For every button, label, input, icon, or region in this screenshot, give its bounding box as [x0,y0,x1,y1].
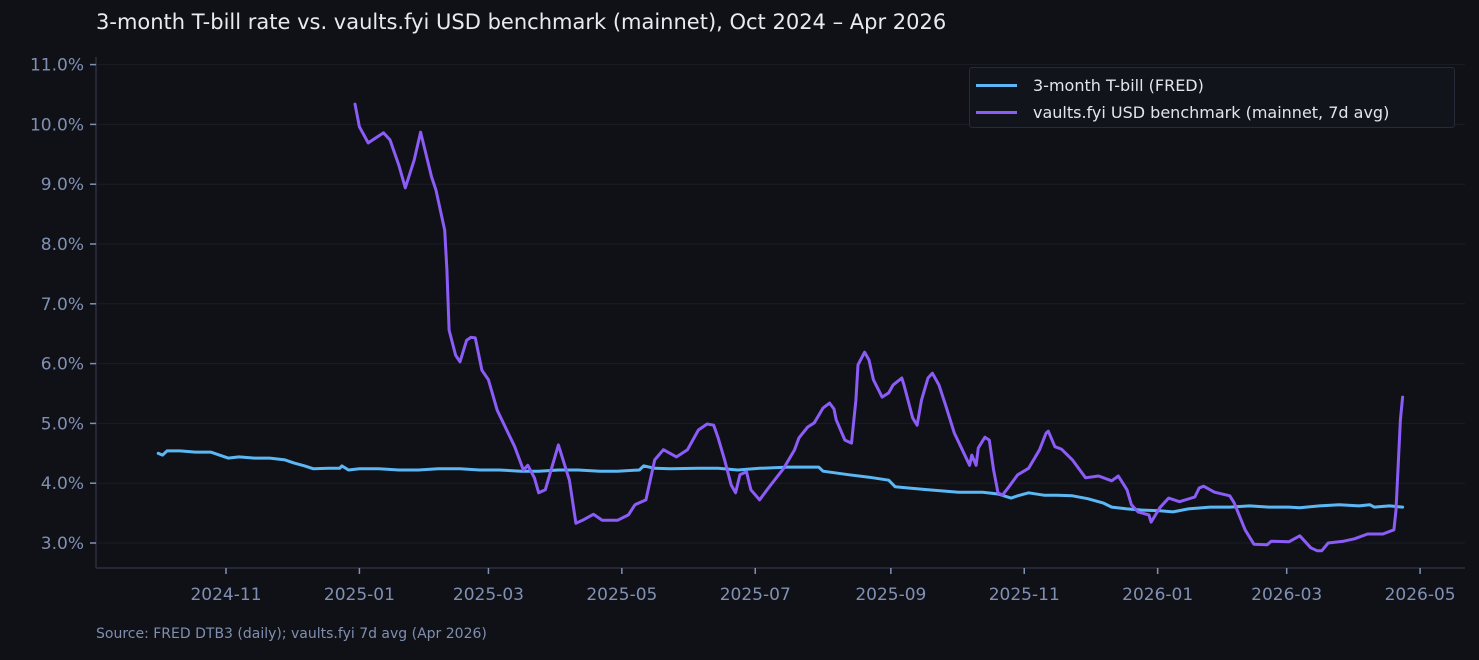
y-tick-label: 3.0% [41,534,84,554]
legend-label-tbill: 3-month T-bill (FRED) [1033,75,1204,95]
legend-swatch-tbill [976,83,1017,87]
y-axis-ticks: 3.0% 4.0% 5.0% 6.0% 7.0% 8.0% 9.0% 10.0% 11.0% [30,56,96,554]
x-tick-label: 2026-01 [1122,585,1193,605]
x-tick-label: 2025-01 [324,585,395,605]
y-tick-label: 6.0% [41,355,84,375]
y-tick-label: 4.0% [41,474,84,494]
x-axis-ticks: 2024-11 2025-01 2025-03 2025-05 2025-07 2025-… [190,568,1456,605]
x-tick-label: 2025-03 [453,585,524,605]
x-tick-label: 2025-05 [586,585,657,605]
chart-legend: 3-month T-bill (FRED) vaults.fyi USD ben… [969,67,1455,128]
y-tick-label: 7.0% [41,295,84,315]
source-note: Source: FRED DTB3 (daily); vaults.fyi 7d… [96,626,487,642]
x-tick-label: 2024-11 [190,585,261,605]
x-tick-label: 2025-09 [855,585,926,605]
vaults-series-line [353,102,1405,553]
legend-label-vaults: vaults.fyi USD benchmark (mainnet, 7d av… [1033,102,1390,122]
legend-swatch-vaults [976,110,1017,114]
y-tick-label: 5.0% [41,414,84,434]
y-tick-label: 10.0% [30,115,84,135]
x-tick-label: 2026-03 [1251,585,1322,605]
x-tick-label: 2026-05 [1385,585,1456,605]
x-tick-label: 2025-11 [989,585,1060,605]
tbill-series-line [156,449,1405,514]
legend-item-tbill: 3-month T-bill (FRED) [970,74,1204,96]
y-tick-label: 8.0% [41,235,84,255]
legend-item-vaults: vaults.fyi USD benchmark (mainnet, 7d av… [970,101,1389,123]
y-tick-label: 9.0% [41,175,84,195]
x-tick-label: 2025-07 [720,585,791,605]
gridlines [96,64,1465,544]
chart-title: 3-month T-bill rate vs. vaults.fyi USD b… [96,10,947,34]
y-tick-label: 11.0% [30,56,84,76]
axes [95,57,1465,569]
